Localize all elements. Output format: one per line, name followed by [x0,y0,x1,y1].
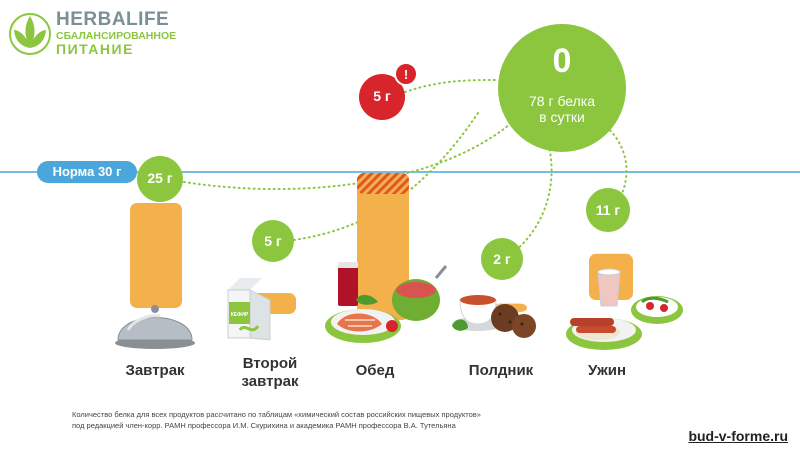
bar-over-norm-2 [357,173,409,194]
meal-label-vtoroy: Второй завтрак [225,355,315,391]
site-link[interactable]: bud-v-forme.ru [688,428,788,444]
value-label-zavtrak: 25 г [147,170,173,186]
value-circle-poldnik [481,238,523,280]
meal-label-uzhin: Ужин [587,362,627,379]
kefir-label: КЕФИР [231,312,249,318]
value-circle-zavtrak [137,156,183,202]
logo-subtitle: СБАЛАНСИРОВАННОЕ [56,30,177,42]
cloche-icon [115,305,195,349]
footnote-line1: Количество белка для всех продуктов расс… [72,410,481,419]
meal-label-poldnik: Полдник [468,362,534,379]
herbalife-leaf-icon [9,13,51,55]
logo-subtitle-2: ПИТАНИЕ [56,41,134,57]
value-circle-obed: ! [359,62,418,120]
meal-label-obed: Обед [355,362,395,379]
over-norm-flag: ! [404,67,408,82]
total-text: 78 г белка в сутки [497,93,627,125]
bar-group [130,173,633,320]
meal-label-vtoroy-line1: Второй [242,355,298,372]
footnote-line2: под редакцией член-корр. РАМН профессора… [72,421,456,430]
value-circle-uzhin [586,188,630,232]
total-text-line1: 78 г белка [528,93,596,109]
value-label-obed: 5 г [373,88,391,104]
value-label-uzhin: 11 г [595,202,621,218]
value-circle-vtoroy [252,220,294,262]
lunch-plate-icon [325,262,448,343]
bar-0 [130,203,182,308]
meal-label-zavtrak: Завтрак [125,362,185,379]
tea-cookie-icon [452,295,536,338]
logo-brand: HERBALIFE [56,9,170,30]
value-label-vtoroy: 5 г [264,233,282,249]
bar-2 [357,173,409,320]
kefir-carton-icon: КЕФИР [227,278,271,341]
total-circle [498,24,626,152]
norm-label: Норма 30 г [37,161,137,183]
footnote: Количество белка для всех продуктов расс… [72,409,612,431]
value-label-poldnik: 2 г [493,251,511,267]
total-value: 0 [552,42,572,80]
total-text-line2: в сутки [539,109,585,125]
dinner-plate-icon [566,268,683,350]
meal-label-vtoroy-line2: завтрак [241,373,299,390]
